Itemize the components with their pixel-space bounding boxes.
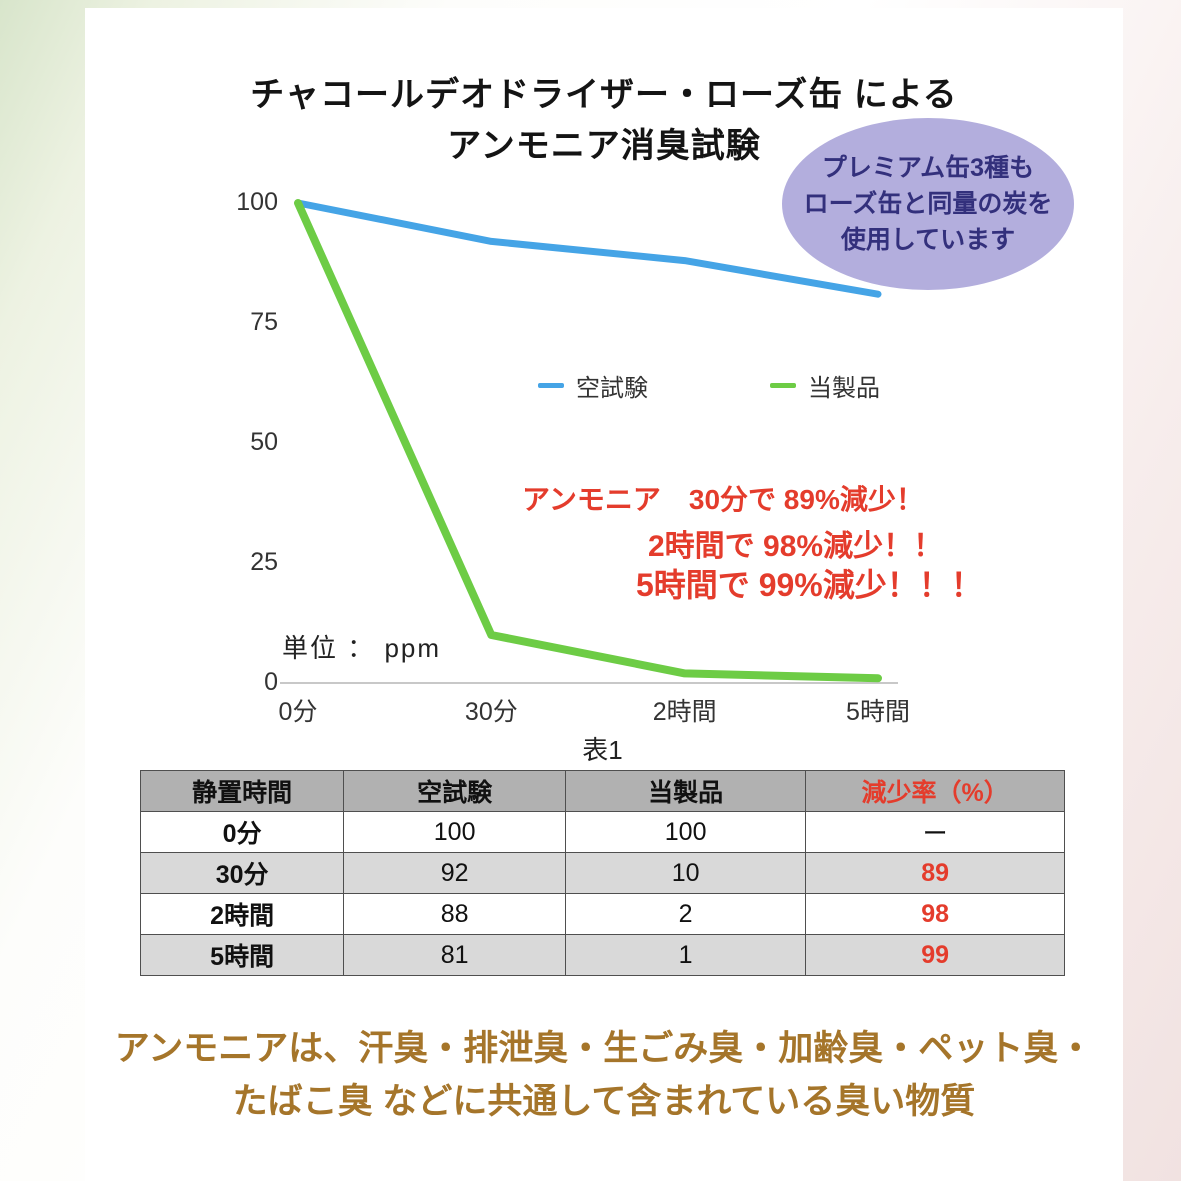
footer-line1: アンモニアは、汗臭・排泄臭・生ごみ臭・加齢臭・ペット臭・ [114,1029,1094,1068]
value-cell: 98 [805,893,1065,935]
premium-note-badge: プレミアム缶3種も ローズ缶と同量の炭を 使用しています [782,118,1074,290]
footer-line2: たばこ臭 などに共通して含まれている臭い物質 [232,1082,976,1121]
value-cell: 81 [343,934,567,976]
badge-line: プレミアム缶3種も [821,154,1035,182]
value-cell: 100 [565,811,807,853]
annotation-30min: アンモニア 30分で 89%減少！ [522,484,924,515]
y-axis-ticks: 0 25 50 75 100 [178,0,278,1181]
legend-label-blank-test: 空試験 [576,375,648,402]
col-header-空試験: 空試験 [343,770,567,812]
legend-dash-product [770,383,796,388]
row-label: 0分 [139,811,345,853]
row-label: 2時間 [139,893,345,935]
value-cell: 99 [805,934,1065,976]
value-cell: 92 [343,852,567,894]
chart-title-line1: チャコールデオドライザー・ローズ缶 による [250,76,958,114]
badge-line: 使用しています [840,226,1016,254]
table-row: 30分 92 10 89 [139,852,1065,894]
value-cell: 88 [343,893,567,935]
annotation-2hour: 2時間で 98%減少！！ [648,530,944,563]
results-table: 静置時間 空試験 当製品 減少率（%） 0分 100 100 ー 30分 92 10 89 2時間 88 2… [139,770,1065,976]
legend-dash-blank-test [538,383,564,388]
legend-item-blank-test: 空試験 [538,368,648,403]
y-tick-50: 50 [250,428,278,456]
chart-title: チャコールデオドライザー・ローズ缶 による アンモニア消臭試験 [104,70,1104,172]
value-cell: 1 [565,934,807,976]
col-header-当製品: 当製品 [565,770,807,812]
annotation-5hour: 5時間で 99%減少！！！ [636,567,983,603]
y-tick-0: 0 [264,668,278,696]
table-row: 0分 100 100 ー [139,811,1065,853]
y-tick-25: 25 [250,548,278,576]
footer-note: アンモニアは、汗臭・排泄臭・生ごみ臭・加齢臭・ペット臭・ たばこ臭 などに共通し… [104,1022,1104,1128]
col-header-減少率（%）: 減少率（%） [805,770,1065,812]
y-tick-100: 100 [236,188,278,216]
legend-label-product: 当製品 [808,375,880,402]
value-cell: 89 [805,852,1065,894]
badge-line: ローズ缶と同量の炭を [803,190,1053,218]
col-header-静置時間: 静置時間 [139,770,345,812]
value-cell: 10 [565,852,807,894]
legend-item-product: 当製品 [770,368,880,403]
value-cell: 100 [343,811,567,853]
value-cell: 2 [565,893,807,935]
table-header-row: 静置時間 空試験 当製品 減少率（%） [139,770,1065,812]
value-cell: ー [805,811,1065,853]
table-caption: 表1 [582,735,623,765]
unit-label: 単位 ： ppm [282,633,442,663]
y-tick-75: 75 [250,308,278,336]
chart-title-line2: アンモニア消臭試験 [447,127,761,165]
row-label: 5時間 [139,934,345,976]
table-row: 5時間 81 1 99 [139,934,1065,976]
row-label: 30分 [139,852,345,894]
line-series-当製品 [294,199,882,683]
table-row: 2時間 88 2 98 [139,893,1065,935]
line-series-空試験 [294,199,882,298]
